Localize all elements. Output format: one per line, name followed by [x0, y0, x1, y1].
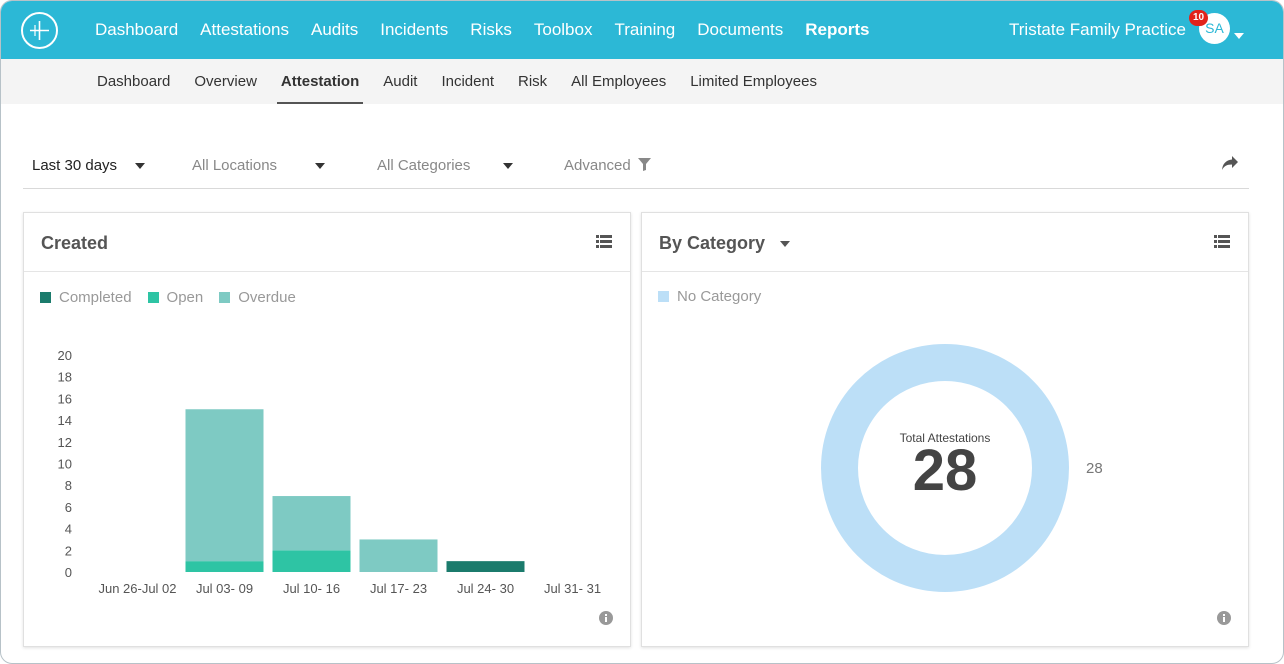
x-tick-label: Jul 24- 30 — [457, 581, 514, 596]
y-tick-label: 8 — [65, 478, 72, 493]
bar-overdue[interactable] — [272, 496, 351, 551]
panel-title: Created — [41, 233, 109, 253]
nav-item-toolbox[interactable]: Toolbox — [533, 20, 593, 39]
sub-navbar: Dashboard Overview Attestation Audit Inciden… — [1, 59, 1283, 104]
legend-swatch — [658, 291, 669, 302]
x-tick-label: Jul 17- 23 — [370, 581, 427, 596]
legend-open[interactable]: Open — [147, 289, 204, 306]
tab-risk[interactable]: Risk — [518, 73, 548, 90]
list-icon[interactable] — [1214, 235, 1230, 253]
nav-item-risks[interactable]: Risks — [470, 20, 512, 39]
info-icon[interactable] — [599, 611, 613, 630]
legend-overdue[interactable]: Overdue — [219, 289, 296, 306]
info-icon[interactable] — [1217, 611, 1231, 630]
panel-title-label: By Category — [659, 233, 766, 253]
tab-dashboard[interactable]: Dashboard — [97, 73, 171, 90]
nav-item-incidents[interactable]: Incidents — [380, 20, 449, 39]
legend-label: Overdue — [238, 289, 296, 306]
top-navbar: Dashboard Attestations Audits Incidents Risk… — [1, 1, 1283, 59]
share-icon[interactable] — [1221, 155, 1239, 176]
y-tick-label: 4 — [65, 522, 72, 537]
legend-label: Open — [166, 289, 204, 306]
chevron-down-icon — [315, 163, 326, 170]
category-panel: By Category No Category 28 Total Attestat… — [641, 212, 1249, 647]
categories-select[interactable]: All Categories — [377, 157, 513, 174]
bar-open[interactable] — [185, 561, 264, 572]
chart-legend: No Category — [658, 288, 777, 305]
x-tick-label: Jul 03- 09 — [196, 581, 253, 596]
created-panel: Created Completed Open Overdue — [23, 212, 631, 647]
legend-completed[interactable]: Completed — [40, 289, 132, 306]
x-tick-label: Jul 10- 16 — [283, 581, 340, 596]
panel-header: Created — [24, 213, 630, 272]
advanced-label: Advanced — [564, 157, 631, 174]
list-icon[interactable] — [596, 235, 612, 253]
nav-item-attestations[interactable]: Attestations — [200, 20, 289, 39]
filter-icon — [637, 158, 651, 171]
categories-label: All Categories — [377, 157, 471, 174]
tab-all-employees[interactable]: All Employees — [571, 73, 667, 90]
y-tick-label: 18 — [58, 370, 72, 385]
date-range-select[interactable]: Last 30 days — [32, 157, 146, 174]
y-tick-label: 2 — [65, 543, 72, 558]
legend-label: Completed — [59, 289, 132, 306]
bar-overdue[interactable] — [185, 409, 264, 562]
notification-badge: 10 — [1189, 10, 1208, 26]
legend-label: No Category — [677, 288, 762, 305]
legend-swatch — [219, 292, 231, 303]
y-tick-label: 16 — [58, 391, 72, 406]
created-bar-chart: 0 2 4 6 8 10 12 14 16 18 20 Jun 26-Jul 02 Jul 03- 09… — [58, 348, 602, 596]
nav-item-documents[interactable]: Documents — [697, 20, 784, 39]
chevron-down-icon[interactable] — [1234, 26, 1244, 44]
y-tick-label: 0 — [65, 565, 72, 580]
y-tick-label: 12 — [58, 435, 72, 450]
donut-slice-no-category[interactable] — [821, 344, 1069, 592]
bar-overdue[interactable] — [359, 539, 438, 572]
main-nav: Dashboard Attestations Audits Incidents Risk… — [95, 1, 891, 59]
tab-overview[interactable]: Overview — [194, 73, 257, 90]
slice-value-label: 28 — [1086, 460, 1103, 477]
nav-item-dashboard[interactable]: Dashboard — [95, 20, 179, 39]
practice-name[interactable]: Tristate Family Practice — [1009, 20, 1186, 39]
tab-audit[interactable]: Audit — [383, 73, 418, 90]
x-tick-label: Jul 31- 31 — [544, 581, 601, 596]
donut-center-value: 28 — [913, 438, 978, 503]
donut-center-label: Total Attestations — [900, 431, 991, 445]
chart-legend: Completed Open Overdue — [40, 289, 312, 306]
y-tick-label: 6 — [65, 500, 72, 515]
advanced-filter-button[interactable]: Advanced — [564, 157, 651, 174]
tab-limited-employees[interactable]: Limited Employees — [690, 73, 817, 90]
locations-select[interactable]: All Locations — [192, 157, 326, 174]
legend-no-category[interactable]: No Category — [658, 288, 761, 305]
bar-open[interactable] — [272, 550, 351, 572]
date-range-label: Last 30 days — [32, 157, 118, 174]
legend-swatch — [40, 292, 51, 303]
tab-attestation[interactable]: Attestation — [276, 59, 364, 104]
chevron-down-icon — [780, 241, 791, 248]
logo-icon[interactable] — [21, 12, 58, 49]
report-tabs: Dashboard Overview Attestation Audit Inciden… — [97, 59, 841, 104]
category-dropdown[interactable]: By Category — [659, 233, 791, 254]
panel-header: By Category — [642, 213, 1248, 272]
chevron-down-icon — [135, 163, 146, 170]
bar-completed[interactable] — [446, 561, 525, 572]
x-tick-label: Jun 26-Jul 02 — [98, 581, 176, 596]
nav-item-reports[interactable]: Reports — [805, 20, 870, 39]
nav-item-training[interactable]: Training — [614, 20, 676, 39]
nav-item-audits[interactable]: Audits — [311, 20, 359, 39]
locations-label: All Locations — [192, 157, 278, 174]
chevron-down-icon — [502, 163, 513, 170]
tab-incident[interactable]: Incident — [441, 73, 494, 90]
y-tick-label: 14 — [58, 413, 72, 428]
y-tick-label: 20 — [58, 348, 72, 363]
filter-bar: Last 30 days All Locations All Categorie… — [23, 141, 1249, 189]
y-tick-label: 10 — [58, 457, 72, 472]
legend-swatch — [147, 292, 159, 303]
